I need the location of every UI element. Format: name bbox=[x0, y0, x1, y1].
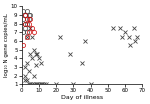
X-axis label: Day of illness: Day of illness bbox=[61, 95, 103, 100]
Y-axis label: log₁₀ N gene copies/mL: log₁₀ N gene copies/mL bbox=[4, 13, 9, 77]
